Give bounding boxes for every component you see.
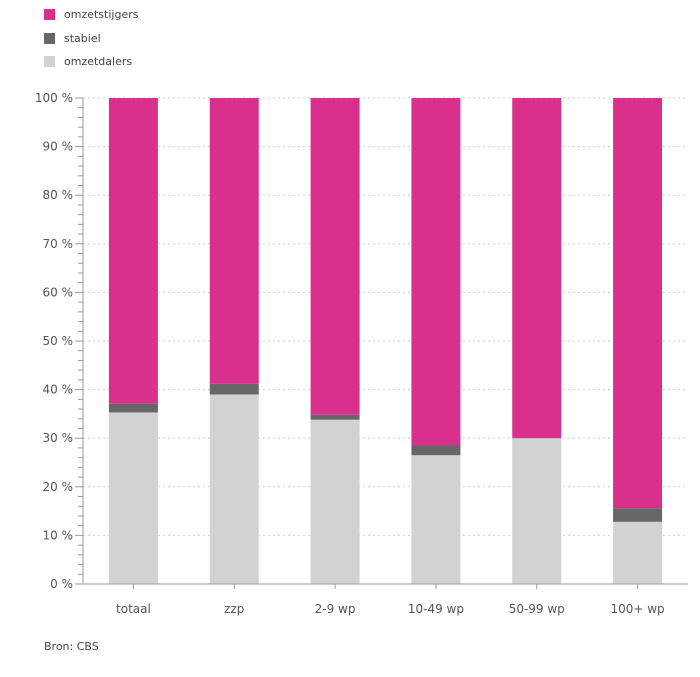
y-tick-label: 0 % [50, 577, 73, 591]
y-tick-label: 100 % [35, 91, 73, 105]
y-tick-label: 40 % [43, 383, 74, 397]
legend-item-stabiel: stabiel [44, 27, 138, 51]
bar-segment-omzetdalers [108, 412, 158, 584]
legend-item-omzetdalers: omzetdalers [44, 50, 138, 74]
legend-swatch-omzetstijgers [44, 9, 55, 21]
y-tick-label: 90 % [43, 140, 74, 154]
bar-segment-omzetdalers [209, 394, 259, 584]
bar-segment-omzetdalers [613, 521, 663, 584]
bar-segment-stabiel [209, 383, 259, 395]
chart-legend: omzetstijgers stabiel omzetdalers [44, 3, 138, 74]
y-tick-label: 80 % [43, 188, 74, 202]
bar-segment-omzetstijgers [512, 98, 562, 439]
bar-segment-omzetdalers [512, 438, 562, 584]
bar-segment-stabiel [310, 414, 360, 420]
x-tick-label: totaal [116, 602, 151, 616]
y-tick-label: 60 % [43, 285, 74, 299]
y-tick-label: 70 % [43, 237, 74, 251]
x-tick-label: 2-9 wp [315, 602, 356, 616]
y-tick-label: 20 % [43, 480, 74, 494]
y-tick-label: 50 % [43, 334, 74, 348]
bar-segment-stabiel [613, 508, 663, 522]
y-tick-label: 30 % [43, 431, 74, 445]
legend-label-omzetdalers: omzetdalers [64, 55, 133, 69]
y-tick-label: 10 % [43, 528, 74, 542]
bar-segment-omzetstijgers [310, 98, 360, 415]
x-tick-label: 50-99 wp [509, 602, 565, 616]
legend-swatch-omzetdalers [44, 56, 55, 68]
x-tick-label: 100+ wp [610, 602, 664, 616]
legend-swatch-stabiel [44, 32, 55, 44]
bar-segment-omzetstijgers [613, 98, 663, 509]
bar-segment-omzetdalers [411, 455, 461, 584]
bar-segment-stabiel [108, 403, 158, 413]
source-note: Bron: CBS [44, 640, 99, 653]
bar-segment-omzetstijgers [108, 98, 158, 404]
legend-label-omzetstijgers: omzetstijgers [64, 8, 139, 22]
legend-label-stabiel: stabiel [64, 31, 101, 45]
bar-segment-stabiel [411, 445, 461, 456]
bar-segment-omzetdalers [310, 419, 360, 584]
bar-segment-omzetstijgers [411, 98, 461, 446]
x-tick-label: zzp [224, 602, 244, 616]
x-tick-label: 10-49 wp [408, 602, 464, 616]
legend-item-omzetstijgers: omzetstijgers [44, 3, 138, 27]
bar-segment-omzetstijgers [209, 98, 259, 384]
